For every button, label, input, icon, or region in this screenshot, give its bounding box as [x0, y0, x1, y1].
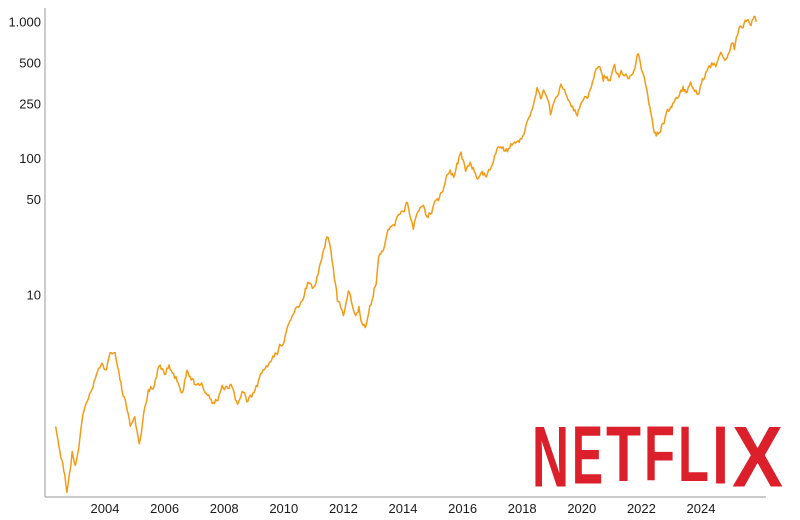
y-axis-label: 10	[27, 288, 41, 303]
netflix-logo-letter: L	[678, 423, 709, 491]
x-axis-label: 2008	[210, 501, 239, 516]
netflix-logo-letter: E	[572, 423, 603, 491]
price-line	[55, 15, 757, 494]
y-axis-label: 1.000	[8, 15, 41, 30]
x-axis-label: 2016	[448, 501, 477, 516]
netflix-logo-letter: T	[606, 423, 641, 491]
x-axis-label: 2022	[627, 501, 656, 516]
x-axis-label: 2018	[508, 501, 537, 516]
x-axis-label: 2004	[91, 501, 120, 516]
x-axis-label: 2024	[687, 501, 716, 516]
x-axis-label: 2010	[269, 501, 298, 516]
y-axis-label: 100	[19, 151, 41, 166]
netflix-logo-letter: N	[532, 423, 569, 491]
y-axis-label: 500	[19, 56, 41, 71]
x-axis-label: 2020	[567, 501, 596, 516]
netflix-logo-letter: F	[644, 423, 675, 491]
y-axis-label: 250	[19, 97, 41, 112]
netflix-logo-letter: X	[732, 423, 783, 491]
x-axis-label: 2012	[329, 501, 358, 516]
y-axis-label: 50	[27, 192, 41, 207]
netflix-logo-letter: I	[712, 423, 729, 491]
x-axis-label: 2014	[389, 501, 418, 516]
x-axis-label: 2006	[150, 501, 179, 516]
